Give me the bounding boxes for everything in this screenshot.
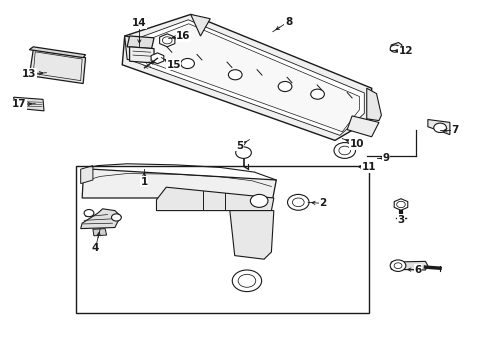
Text: 13: 13 [22,69,37,79]
Text: 3: 3 [397,215,404,225]
Circle shape [84,210,94,217]
Polygon shape [122,14,371,140]
Text: 12: 12 [398,46,412,56]
Circle shape [310,89,324,99]
Circle shape [278,81,291,91]
Polygon shape [427,120,449,135]
Bar [76,166,368,313]
Polygon shape [159,34,175,47]
Circle shape [333,143,355,158]
Circle shape [393,263,401,269]
Circle shape [250,194,267,207]
Polygon shape [131,20,364,135]
Polygon shape [93,229,106,236]
Circle shape [389,260,405,271]
Text: 15: 15 [166,60,181,70]
Circle shape [238,274,255,287]
Text: 11: 11 [361,162,376,172]
Text: 5: 5 [236,141,243,151]
Text: 2: 2 [319,198,325,208]
Circle shape [292,198,304,207]
Polygon shape [389,42,401,52]
Polygon shape [124,36,137,61]
Polygon shape [82,169,276,198]
Text: 16: 16 [176,31,190,41]
Circle shape [111,214,121,221]
Polygon shape [190,14,210,36]
Polygon shape [151,53,163,64]
Circle shape [396,201,405,208]
Polygon shape [390,261,427,270]
Text: 17: 17 [12,99,27,109]
Polygon shape [127,36,154,49]
Text: 8: 8 [285,17,291,27]
Polygon shape [129,47,154,63]
Text: 9: 9 [382,153,389,163]
Circle shape [389,45,399,52]
Polygon shape [229,211,273,259]
Circle shape [162,37,172,44]
Circle shape [433,123,446,132]
Polygon shape [14,97,44,111]
Text: 10: 10 [349,139,364,149]
Polygon shape [346,116,378,137]
Text: 1: 1 [141,177,147,187]
Circle shape [228,70,242,80]
Text: 4: 4 [91,243,99,253]
Polygon shape [393,199,407,210]
Circle shape [287,194,308,210]
Polygon shape [136,24,359,132]
Polygon shape [81,166,93,184]
Circle shape [181,58,194,68]
Polygon shape [366,88,381,121]
Text: 14: 14 [132,18,146,28]
Circle shape [232,270,261,292]
Polygon shape [81,209,121,229]
Circle shape [235,147,251,158]
Text: 6: 6 [414,265,421,275]
Polygon shape [156,187,273,211]
Text: 7: 7 [450,125,458,135]
Polygon shape [29,47,85,58]
Circle shape [338,146,350,155]
Polygon shape [29,50,85,84]
